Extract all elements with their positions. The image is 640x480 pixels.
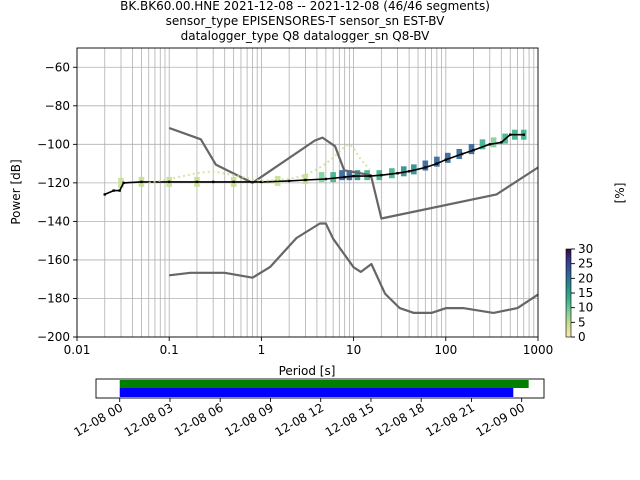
density-cell — [490, 137, 497, 148]
x-tick-label: 0.1 — [160, 343, 179, 357]
y-tick-label: −120 — [37, 176, 70, 190]
mode-point — [380, 173, 383, 177]
mode-point — [195, 180, 199, 184]
mode-point — [396, 172, 399, 175]
density-cell — [118, 177, 124, 188]
mode-point — [118, 189, 121, 192]
y-tick-label: −200 — [37, 330, 70, 344]
colorbar-label: [%] — [613, 183, 627, 204]
series-density-faint — [148, 143, 371, 184]
density-cell — [400, 166, 407, 177]
mode-point — [140, 180, 143, 184]
density-cell — [444, 152, 451, 163]
density-cell — [434, 156, 440, 167]
colorbar-tick-label: 25 — [578, 257, 593, 271]
x-axis-ticks: 0.01 0.1 1 10 100 1000 — [64, 337, 554, 357]
mode-point — [500, 141, 503, 144]
mode-point — [168, 180, 171, 184]
timeline-tick-label: 12-08 06 — [172, 400, 226, 439]
timeline-tick-label: 12-08 12 — [272, 400, 326, 439]
y-tick-label: −80 — [45, 99, 70, 113]
timeline-tick-label: 12-08 21 — [423, 400, 477, 439]
y-axis-ticks: −60 −80 −100 −120 −140 −160 −180 −200 — [37, 60, 77, 344]
title-line-1: BK.BK60.00.HNE 2021-12-08 -- 2021-12-08 … — [120, 0, 490, 13]
density-cell — [354, 170, 361, 181]
timeline-bars — [119, 380, 529, 397]
colorbar-tick-label: 10 — [578, 301, 593, 315]
density-cell — [422, 160, 429, 171]
plot-frame — [76, 47, 539, 338]
mode-point — [460, 152, 464, 156]
mode-point — [122, 181, 125, 185]
y-tick-label: −140 — [37, 214, 70, 228]
mode-point — [435, 162, 439, 165]
mode-point — [304, 178, 307, 182]
density-cell — [318, 172, 325, 183]
mode-point — [407, 170, 411, 173]
density-cell — [346, 170, 353, 181]
y-axis-label: Power [dB] — [9, 159, 23, 224]
mode-point — [522, 133, 525, 136]
y-tick-label: −180 — [37, 291, 70, 305]
colorbar-tick-label: 15 — [578, 286, 593, 300]
y-tick-label: −100 — [37, 137, 70, 151]
colorbar-tick-label: 30 — [578, 242, 593, 256]
mode-point — [260, 180, 263, 184]
timeline-tick-label: 12-08 09 — [222, 400, 276, 439]
timeline-bar-data-coverage — [119, 380, 529, 388]
density-cell — [339, 170, 345, 181]
density-cell — [330, 172, 336, 183]
timeline-tick-label: 12-08 00 — [72, 400, 126, 439]
mode-point — [211, 180, 215, 184]
x-axis-label: Period [s] — [279, 364, 336, 378]
mode-point — [488, 143, 491, 146]
timeline-tick-label: 12-09 00 — [473, 400, 527, 439]
mode-point — [368, 174, 372, 178]
mode-point — [444, 158, 447, 161]
timeline-tick-label: 12-08 18 — [373, 400, 427, 439]
mode-point — [103, 193, 106, 196]
series-noise-model-low — [169, 222, 539, 314]
density-cell — [456, 148, 463, 159]
y-tick-label: −160 — [37, 253, 70, 267]
mode-point — [472, 148, 475, 152]
grid — [76, 48, 538, 338]
timeline-tick-label: 12-08 03 — [122, 400, 176, 439]
colorbar-tick-label: 0 — [578, 330, 586, 344]
y-tick-label: −60 — [45, 60, 70, 74]
x-tick-label: 1 — [258, 343, 266, 357]
x-tick-label: 10 — [346, 343, 361, 357]
timeline-bar-psd-segments — [119, 388, 514, 397]
series-noise-model-high — [168, 126, 539, 220]
mode-point — [112, 189, 115, 192]
mode-point — [232, 180, 235, 184]
mode-point — [509, 133, 512, 136]
title-line-3: datalogger_type Q8 datalogger_sn Q8-BV — [181, 29, 431, 43]
colorbar-tick-label: 20 — [578, 271, 593, 285]
series-layer — [103, 126, 539, 314]
title-line-2: sensor_type EPISENSORES-T sensor_sn EST-… — [166, 14, 446, 28]
mode-point — [343, 175, 346, 179]
mode-point — [352, 174, 355, 178]
x-tick-label: 100 — [434, 343, 457, 357]
mode-point — [424, 166, 427, 169]
density-cell — [468, 144, 475, 155]
timeline-tick-label: 12-08 15 — [323, 400, 377, 439]
colorbar-tick-label: 5 — [578, 315, 586, 329]
x-tick-label: 0.01 — [64, 343, 91, 357]
mode-point — [324, 177, 328, 181]
density-cell — [479, 139, 486, 150]
x-tick-label: 1000 — [523, 343, 554, 357]
colorbar-gradient — [565, 248, 572, 338]
mode-point — [287, 179, 291, 183]
psd-plot: 0.01 0.1 1 10 100 1000 −60 −80 −100 −120 −140 −160… — [9, 47, 554, 378]
